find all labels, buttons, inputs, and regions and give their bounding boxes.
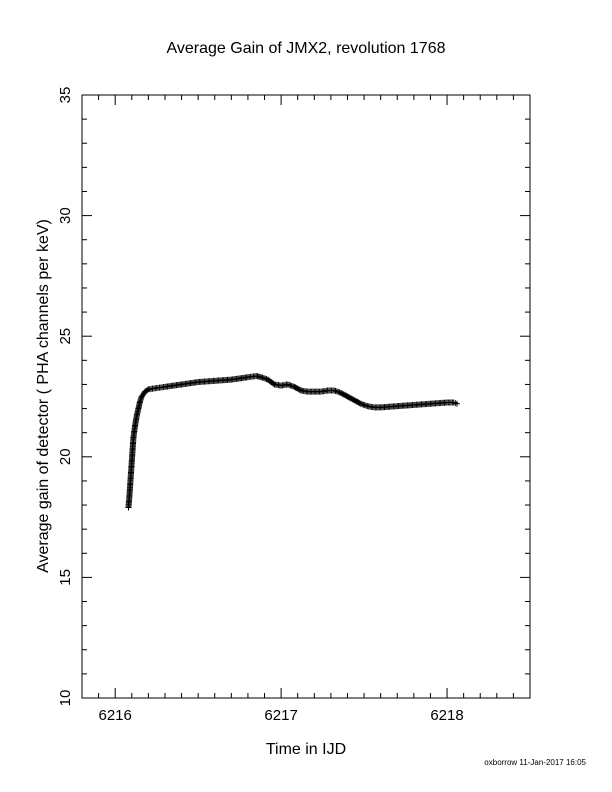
y-tick-label: 35 xyxy=(57,87,74,104)
data-point xyxy=(453,400,460,407)
x-tick-label: 6216 xyxy=(98,707,131,724)
x-axis-label: Time in IJD xyxy=(266,741,346,758)
footer-credit: oxborrow 11-Jan-2017 16:05 xyxy=(484,758,586,767)
y-tick-label: 20 xyxy=(57,448,74,465)
y-tick-label: 15 xyxy=(57,569,74,586)
y-tick-label: 30 xyxy=(57,207,74,224)
data-points xyxy=(125,372,460,511)
x-tick-label: 6217 xyxy=(264,707,297,724)
axis-ticks xyxy=(81,94,531,699)
plot-frame xyxy=(81,94,531,699)
y-tick-label: 10 xyxy=(57,690,74,707)
x-tick-label: 6218 xyxy=(430,707,463,724)
axis-tick-labels: 6216 6217 6218 10 15 20 25 30 35 xyxy=(57,87,464,724)
y-axis-label: Average gain of detector ( PHA channels … xyxy=(35,219,52,573)
y-tick-label: 25 xyxy=(57,328,74,345)
chart-title: Average Gain of JMX2, revolution 1768 xyxy=(167,40,446,57)
